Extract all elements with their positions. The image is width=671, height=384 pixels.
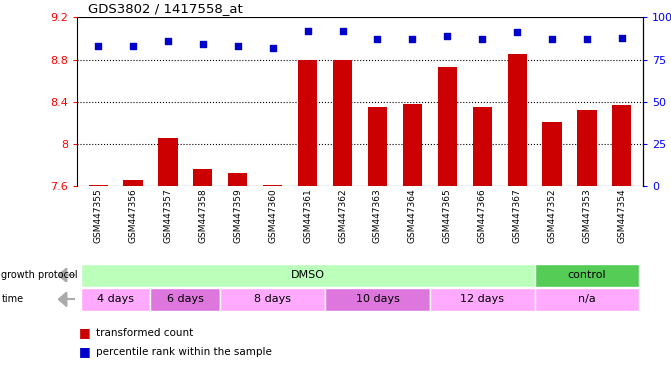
Bar xyxy=(228,172,248,186)
Text: GSM447356: GSM447356 xyxy=(129,189,138,243)
Point xyxy=(617,35,627,41)
Text: control: control xyxy=(568,270,607,280)
Point xyxy=(442,33,453,39)
Text: GSM447355: GSM447355 xyxy=(94,189,103,243)
Text: 8 days: 8 days xyxy=(254,294,291,305)
Bar xyxy=(158,137,178,186)
Point xyxy=(407,36,418,42)
Point xyxy=(547,36,558,42)
Bar xyxy=(298,60,317,186)
Bar xyxy=(81,288,150,311)
Text: DMSO: DMSO xyxy=(291,270,325,280)
Text: percentile rank within the sample: percentile rank within the sample xyxy=(96,347,272,357)
Bar xyxy=(535,288,639,311)
Point xyxy=(512,30,523,36)
Text: 10 days: 10 days xyxy=(356,294,399,305)
Bar xyxy=(193,169,213,186)
Bar xyxy=(89,185,108,186)
Text: 6 days: 6 days xyxy=(167,294,204,305)
Bar xyxy=(81,263,535,287)
Point xyxy=(232,43,243,49)
Bar xyxy=(325,288,430,311)
Bar xyxy=(333,60,352,186)
Bar xyxy=(577,110,597,186)
Bar xyxy=(263,185,282,186)
Bar xyxy=(368,107,387,186)
Point xyxy=(302,28,313,34)
Text: ■: ■ xyxy=(79,326,91,339)
Point xyxy=(93,43,103,49)
Text: GSM447359: GSM447359 xyxy=(234,189,242,243)
Text: n/a: n/a xyxy=(578,294,596,305)
Text: growth protocol: growth protocol xyxy=(1,270,78,280)
Text: GSM447362: GSM447362 xyxy=(338,189,347,243)
Polygon shape xyxy=(58,292,67,306)
Bar xyxy=(430,288,535,311)
Text: GSM447360: GSM447360 xyxy=(268,189,277,243)
Bar xyxy=(403,104,422,186)
Text: GSM447352: GSM447352 xyxy=(548,189,556,243)
Bar xyxy=(612,105,631,186)
Point xyxy=(127,43,138,49)
Bar xyxy=(150,288,220,311)
Bar xyxy=(535,263,639,287)
Bar xyxy=(123,180,143,186)
Text: 12 days: 12 days xyxy=(460,294,504,305)
Text: GSM447365: GSM447365 xyxy=(443,189,452,243)
Point xyxy=(372,36,383,42)
Text: GSM447367: GSM447367 xyxy=(513,189,521,243)
Point xyxy=(477,36,488,42)
Text: transformed count: transformed count xyxy=(96,328,193,338)
Text: GSM447357: GSM447357 xyxy=(164,189,172,243)
Text: ■: ■ xyxy=(79,345,91,358)
Text: GSM447361: GSM447361 xyxy=(303,189,312,243)
Point xyxy=(197,41,208,47)
Text: GSM447353: GSM447353 xyxy=(582,189,591,243)
Text: time: time xyxy=(1,294,23,305)
Bar xyxy=(507,54,527,186)
Text: 4 days: 4 days xyxy=(97,294,134,305)
Bar xyxy=(437,67,457,186)
Point xyxy=(162,38,173,44)
Bar xyxy=(542,122,562,186)
Point xyxy=(582,36,592,42)
Polygon shape xyxy=(58,268,67,282)
Text: GSM447366: GSM447366 xyxy=(478,189,486,243)
Text: GSM447363: GSM447363 xyxy=(373,189,382,243)
Bar xyxy=(472,107,492,186)
Text: GDS3802 / 1417558_at: GDS3802 / 1417558_at xyxy=(89,2,243,15)
Bar xyxy=(220,288,325,311)
Point xyxy=(267,45,278,51)
Text: GSM447354: GSM447354 xyxy=(617,189,626,243)
Text: GSM447364: GSM447364 xyxy=(408,189,417,243)
Point xyxy=(337,28,348,34)
Text: GSM447358: GSM447358 xyxy=(199,189,207,243)
